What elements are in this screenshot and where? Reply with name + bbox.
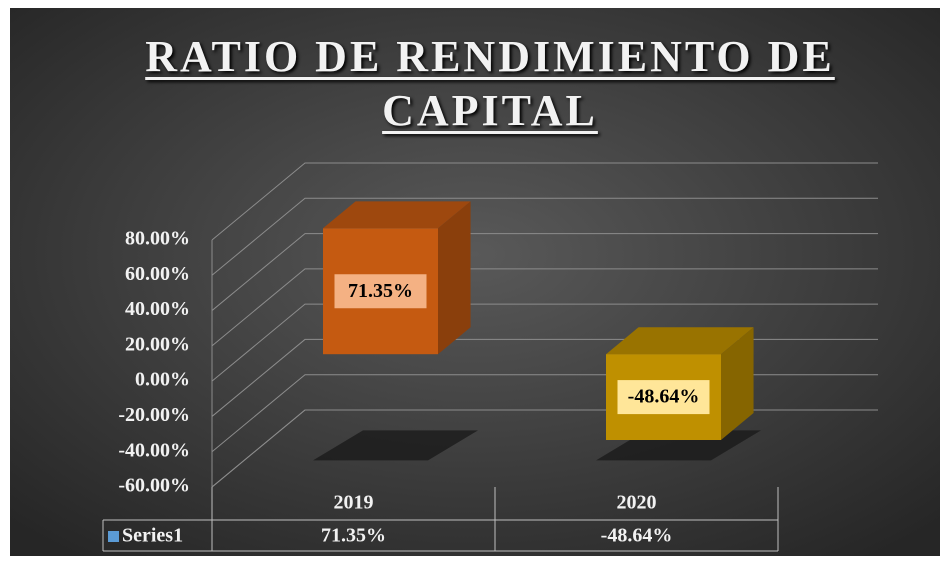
bar-top <box>323 201 471 229</box>
y-tick-label: -40.00% <box>118 439 190 461</box>
grid-line <box>211 268 878 347</box>
y-tick-label: -60.00% <box>118 475 190 497</box>
y-tick-label: 80.00% <box>125 228 190 250</box>
bar-shadow <box>313 430 478 461</box>
x-tick-label: 2019 <box>334 492 374 514</box>
grid-line <box>211 162 878 241</box>
data-label-box <box>617 380 710 415</box>
bar-side <box>721 327 754 441</box>
y-tick-label: 20.00% <box>125 333 190 355</box>
legend-key <box>108 531 119 542</box>
grid-line <box>211 197 878 276</box>
bar-top <box>606 327 754 355</box>
table-value: 71.35% <box>321 525 386 547</box>
bar-side <box>438 201 471 355</box>
legend-label: Series1 <box>122 525 183 547</box>
y-tick-label: 0.00% <box>135 369 190 391</box>
x-tick-label: 2020 <box>617 492 657 514</box>
data-label: 71.35% <box>348 280 413 302</box>
y-tick-label: 40.00% <box>125 298 190 320</box>
y-tick-label: -20.00% <box>118 404 190 426</box>
y-tick-label: 60.00% <box>125 263 190 285</box>
chart-title: RATIO DE RENDIMIENTO DE CAPITAL <box>145 32 835 135</box>
table-value: -48.64% <box>601 525 673 547</box>
data-label: -48.64% <box>628 386 700 408</box>
chart-background <box>10 8 940 556</box>
grid-line <box>211 303 878 382</box>
data-label-box <box>334 274 427 309</box>
grid-line <box>211 233 878 311</box>
